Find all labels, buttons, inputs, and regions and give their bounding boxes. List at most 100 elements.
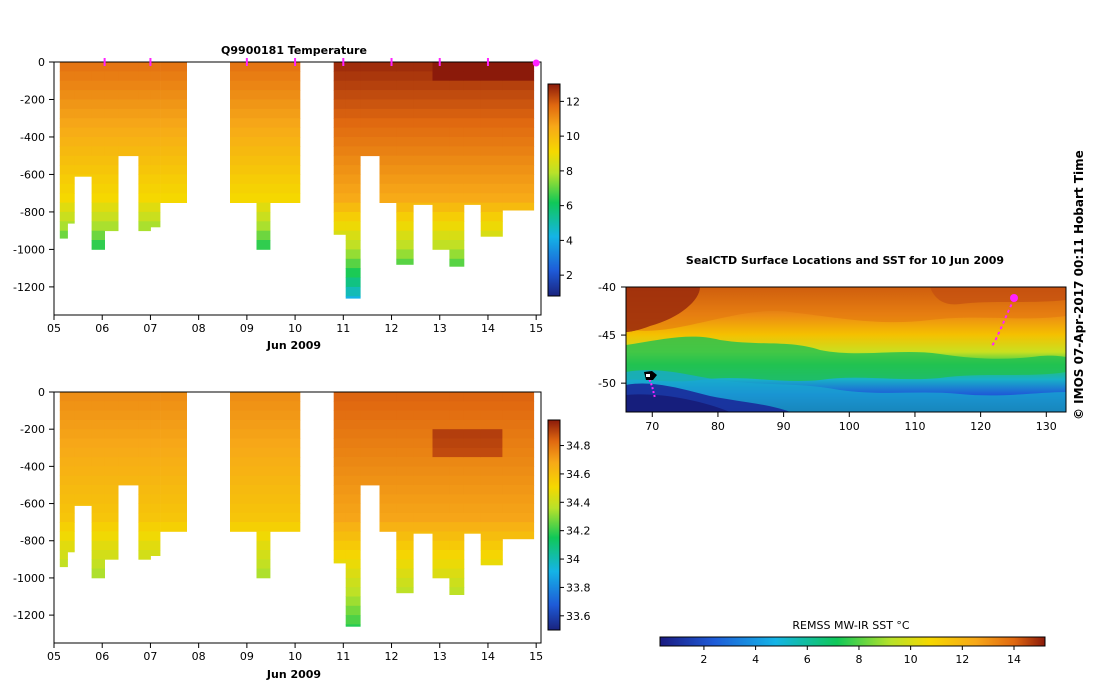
temperature-cell xyxy=(59,183,68,194)
salinity-cell xyxy=(480,485,503,495)
salinity-cell xyxy=(59,503,68,514)
salinity-cell xyxy=(59,466,68,477)
salinity-cell xyxy=(270,438,301,449)
temperature-cell xyxy=(67,137,75,147)
salinity-cell xyxy=(104,550,119,560)
temperature-cell xyxy=(67,62,75,72)
temperature-cell xyxy=(360,108,380,119)
temperature-cell xyxy=(345,137,361,147)
temperature-cell xyxy=(432,211,450,222)
temperature-cell xyxy=(333,127,347,138)
salinity-cell xyxy=(432,475,450,486)
salinity-cell xyxy=(256,438,271,449)
salinity-cell xyxy=(91,457,105,467)
salinity-x-axis-label: Jun 2009 xyxy=(266,668,321,681)
salinity-cell xyxy=(333,559,347,564)
temperature-cell xyxy=(160,108,187,119)
salinity-cell xyxy=(379,410,397,421)
temperature-cell xyxy=(256,90,271,100)
temperature-cell xyxy=(74,146,93,157)
salinity-cell xyxy=(449,419,465,430)
salinity-cell xyxy=(333,475,347,486)
salinity-cell xyxy=(480,475,503,486)
salinity-cell xyxy=(150,401,161,411)
temperature-y-tick-label: -600 xyxy=(20,168,45,181)
salinity-cell xyxy=(360,466,380,477)
salinity-cell xyxy=(449,429,465,439)
temperature-cell xyxy=(333,99,347,110)
salinity-cell xyxy=(230,494,257,504)
temperature-cell xyxy=(333,80,347,91)
temperature-cell xyxy=(480,183,503,194)
temperature-cell xyxy=(449,80,465,91)
salinity-cell xyxy=(396,568,414,579)
salinity-cell xyxy=(379,438,397,449)
salinity-cell xyxy=(480,438,503,449)
temperature-x-tick-label: 08 xyxy=(192,322,206,335)
temperature-cell xyxy=(150,183,161,194)
salinity-cell xyxy=(480,494,503,504)
salinity-cell xyxy=(480,466,503,477)
temperature-cell xyxy=(104,127,119,138)
salinity-cell xyxy=(345,503,361,514)
temperature-cell xyxy=(345,277,361,288)
temperature-cell xyxy=(333,183,347,194)
salinity-cell xyxy=(333,485,347,495)
temperature-cell xyxy=(104,90,119,100)
temperature-cell xyxy=(463,202,482,205)
temperature-cell xyxy=(396,221,414,232)
temperature-cell xyxy=(270,99,301,110)
temperature-y-tick-label: -1000 xyxy=(13,243,45,256)
salinity-cell xyxy=(59,419,68,430)
map-x-tick-label: 70 xyxy=(645,420,659,433)
salinity-cell xyxy=(413,475,433,486)
temperature-cell xyxy=(502,174,535,185)
salinity-cell xyxy=(502,522,535,532)
temperature-cell xyxy=(345,155,361,166)
salinity-cell xyxy=(333,410,347,421)
temperature-cell xyxy=(333,146,347,157)
temperature-cell xyxy=(379,174,397,185)
salinity-cell xyxy=(74,503,93,506)
temperature-cell xyxy=(345,165,361,175)
temperature-cell xyxy=(256,146,271,157)
salinity-cell xyxy=(91,503,105,514)
temperature-profile-columns xyxy=(59,62,535,299)
salinity-cell xyxy=(91,568,105,579)
salinity-cell xyxy=(413,485,433,495)
temperature-cell xyxy=(91,240,105,250)
salinity-cell xyxy=(256,550,271,560)
temperature-cell xyxy=(256,174,271,185)
map-x-tick-label: 100 xyxy=(839,420,860,433)
salinity-cell xyxy=(449,485,465,495)
temperature-cell xyxy=(413,127,433,138)
salinity-profile-columns xyxy=(59,392,535,627)
salinity-cell xyxy=(345,596,361,607)
temperature-cell xyxy=(480,62,503,72)
salinity-cell xyxy=(67,540,75,551)
temperature-cell xyxy=(379,183,397,194)
salinity-cell xyxy=(59,447,68,458)
temperature-cell xyxy=(396,258,414,265)
temperature-cell xyxy=(59,165,68,175)
temperature-cell xyxy=(396,174,414,185)
salinity-cell xyxy=(333,401,347,411)
temperature-cell xyxy=(333,221,347,232)
temperature-cell xyxy=(150,127,161,138)
temperature-cell xyxy=(379,99,397,110)
salinity-cell xyxy=(160,512,187,523)
salinity-cell xyxy=(160,401,187,411)
salinity-y-tick-label: -600 xyxy=(20,498,45,511)
salinity-cell xyxy=(360,401,380,411)
temperature-cell xyxy=(345,80,361,91)
salinity-cell xyxy=(91,485,105,495)
salinity-cell xyxy=(449,587,465,595)
temperature-cell xyxy=(230,193,257,203)
temperature-cell xyxy=(502,146,535,157)
salinity-cell xyxy=(502,494,535,504)
temperature-cell xyxy=(396,127,414,138)
temperature-cell xyxy=(432,183,450,194)
salinity-cell xyxy=(118,457,139,467)
temperature-cell xyxy=(150,118,161,128)
salinity-cell xyxy=(396,587,414,594)
